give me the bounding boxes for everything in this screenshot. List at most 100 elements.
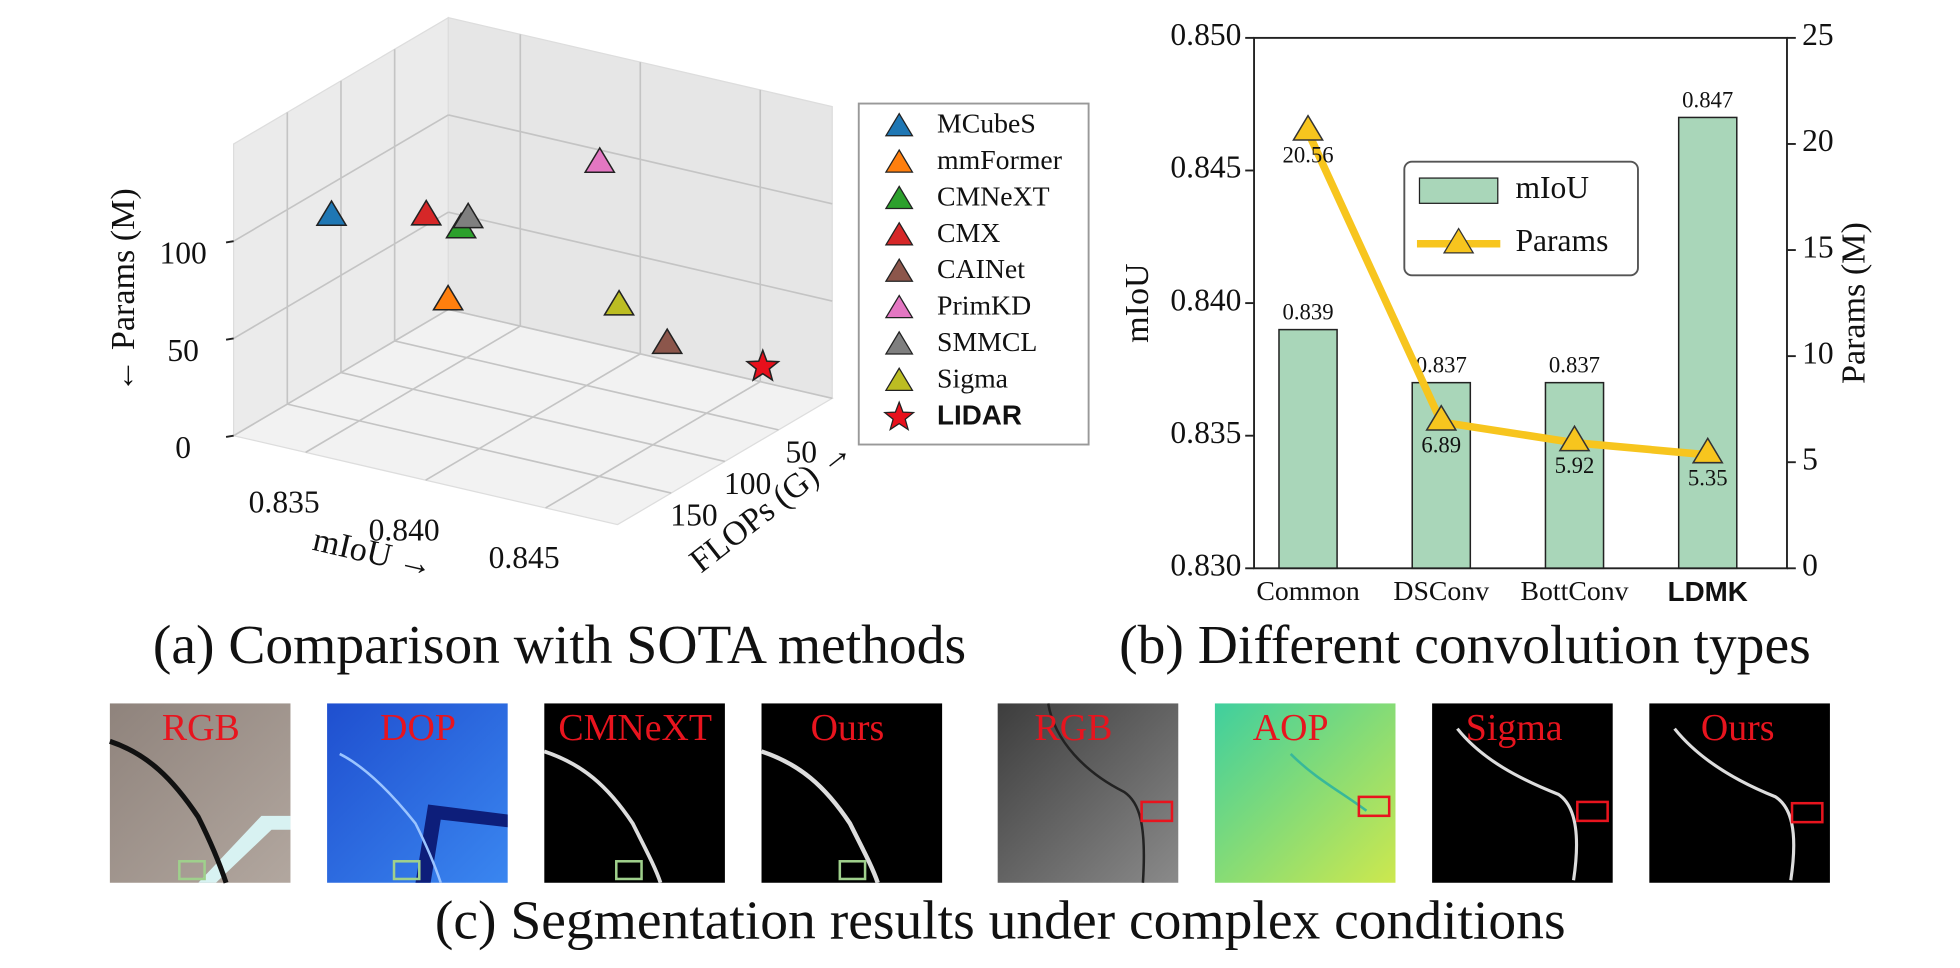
image-tile: AOP: [1214, 703, 1396, 883]
legend-marker: [884, 148, 914, 173]
legend-label: Sigma: [937, 363, 1008, 394]
legend-label: CAINet: [937, 254, 1025, 285]
bar: [1278, 328, 1338, 570]
tile-label: Ours: [811, 707, 885, 749]
value-label: 20.56: [1282, 143, 1333, 168]
y-tick-label: 150: [670, 498, 717, 533]
legend-marker: [884, 257, 914, 282]
caption: (b) Different convolution types: [1119, 614, 1811, 676]
x-tick-label: LDMK: [1668, 576, 1748, 607]
legend-label: CMNeXT: [937, 181, 1050, 212]
y-tick-label: 0.835: [1170, 415, 1241, 450]
image-tile: Ours: [760, 703, 943, 884]
image-tile: DOP: [327, 703, 508, 884]
grid-line: [448, 308, 833, 400]
tick-mark: [225, 337, 234, 341]
legend-label: mmFormer: [937, 145, 1062, 176]
x-tick-label: 0.840: [369, 512, 440, 547]
legend-marker: [1418, 177, 1499, 204]
x-tick-label: 0.835: [249, 485, 320, 520]
value-label: 6.89: [1421, 433, 1461, 458]
data-point: [603, 289, 635, 316]
image-tile: CMNeXT: [543, 703, 725, 884]
legend-marker: [1442, 227, 1475, 254]
y2-tick-label: 15: [1802, 229, 1834, 264]
grid-line: [233, 114, 449, 242]
y2-tick-label: 20: [1802, 123, 1834, 158]
y2-tick-label: 0: [1802, 548, 1818, 583]
legend-label: LIDAR: [937, 400, 1022, 431]
y2-tick-label: 10: [1802, 335, 1834, 370]
y2-axis-label: Params (M): [1835, 222, 1872, 384]
caption: (c) Segmentation results under complex c…: [435, 889, 1566, 951]
caption: (a) Comparison with SOTA methods: [153, 614, 966, 676]
legend-label: MCubeS: [937, 109, 1036, 140]
x-tick-label: Common: [1256, 576, 1359, 607]
y2-tick-label: 5: [1802, 441, 1818, 476]
bar: [1677, 116, 1738, 570]
grid-line: [448, 114, 833, 205]
bar: [1544, 381, 1605, 570]
grid-line: [233, 308, 449, 437]
tile-label: RGB: [162, 707, 240, 749]
y-tick-label: 0.830: [1170, 548, 1241, 583]
y2-tick-label: 25: [1802, 17, 1834, 52]
value-label: 0.847: [1682, 88, 1733, 113]
legend-label: CMX: [937, 218, 1000, 249]
x-tick-label: BottConv: [1521, 576, 1629, 607]
tile-label: AOP: [1253, 707, 1329, 749]
image-tile: RGB: [997, 703, 1179, 883]
tile-label: DOP: [380, 707, 456, 749]
y-tick-label: 0.840: [1170, 282, 1241, 317]
tick-mark: [225, 240, 234, 244]
data-point: [315, 199, 348, 227]
y-tick-label: 0.850: [1170, 17, 1241, 52]
image-row: RGB DOP CMNeXT Ours RGB: [109, 703, 1830, 884]
z-axis-label: ← Params (M): [105, 188, 142, 392]
legend-marker: [884, 185, 914, 210]
image-tile: Ours: [1649, 703, 1830, 883]
line-marker: [1292, 114, 1324, 141]
line-marker: [1558, 424, 1591, 452]
legend-label: Params: [1515, 223, 1608, 258]
grid-line: [340, 371, 726, 463]
legend-label: SMMCL: [937, 327, 1037, 358]
data-point: [583, 146, 616, 174]
value-label: 0.837: [1549, 353, 1600, 378]
y-tick-label: 100: [724, 466, 771, 501]
line-marker: [1691, 436, 1724, 464]
z-tick-label: 100: [159, 236, 206, 271]
legend-marker: [884, 330, 914, 355]
tile-label: Sigma: [1466, 707, 1563, 749]
y-tick-label: 50: [786, 434, 818, 469]
legend-marker: [884, 294, 914, 319]
line-marker: [1425, 404, 1458, 431]
tick-mark: [225, 434, 234, 438]
data-point: [410, 199, 443, 226]
grid-line: [448, 211, 833, 302]
y-axis-label: mIoU: [1119, 263, 1156, 343]
legend-marker: [884, 112, 914, 137]
value-label: 5.35: [1688, 465, 1728, 490]
x-tick-label: 0.845: [489, 540, 560, 575]
image-tile: Sigma: [1432, 703, 1613, 883]
value-label: 0.839: [1282, 300, 1333, 325]
grid-line: [394, 340, 779, 431]
value-label: 0.837: [1416, 353, 1467, 378]
legend-label: mIoU: [1515, 170, 1589, 205]
z-tick-label: 0: [175, 430, 191, 465]
legend-marker: [884, 367, 914, 391]
grid-line: [233, 211, 449, 340]
data-point: [432, 284, 464, 311]
data-point: [745, 348, 781, 382]
legend-marker: [884, 221, 914, 246]
image-tile: RGB: [109, 703, 291, 884]
z-tick-label: 50: [167, 333, 199, 368]
y-tick-label: 0.845: [1170, 150, 1241, 185]
legend-marker: [883, 400, 916, 431]
x-tick-label: DSConv: [1393, 576, 1489, 607]
legend-label: PrimKD: [937, 291, 1031, 322]
grid-line: [287, 403, 672, 494]
tile-label: CMNeXT: [558, 707, 712, 749]
